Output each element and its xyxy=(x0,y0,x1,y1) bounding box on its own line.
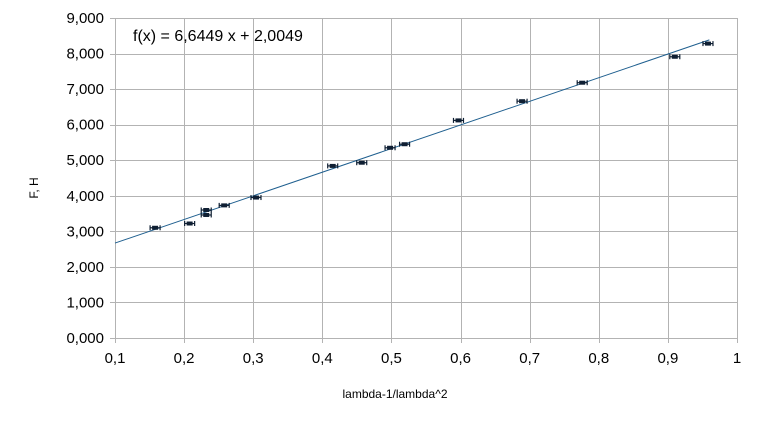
grid xyxy=(110,18,738,343)
data-point xyxy=(516,98,528,104)
y-tick-label: 4,000 xyxy=(66,188,104,205)
x-tick-label: 0,1 xyxy=(105,350,126,367)
y-tick-labels: 0,000 1,000 2,000 3,000 4,000 5,000 6,000 7,000… xyxy=(66,10,104,347)
data-point xyxy=(149,225,161,231)
y-tick-label: 2,000 xyxy=(66,259,104,276)
y-tick-label: 0,000 xyxy=(66,330,104,347)
data-point xyxy=(384,145,396,151)
trendline xyxy=(114,39,710,244)
y-tick-label: 1,000 xyxy=(66,294,104,311)
y-tick-label: 9,000 xyxy=(66,10,104,27)
x-tick-label: 1 xyxy=(733,350,741,367)
y-tick-label: 6,000 xyxy=(66,117,104,134)
data-point xyxy=(184,221,196,227)
y-tick-label: 7,000 xyxy=(66,81,104,98)
x-tick-label: 0,2 xyxy=(174,350,195,367)
y-tick-label: 5,000 xyxy=(66,152,104,169)
data-point xyxy=(218,202,230,208)
data-point xyxy=(398,141,411,147)
data-point xyxy=(452,117,465,123)
data-point xyxy=(327,163,339,169)
data-point xyxy=(200,212,212,218)
data-point xyxy=(200,207,212,213)
x-tick-label: 0,9 xyxy=(657,350,678,367)
data-point xyxy=(356,160,368,166)
x-tick-label: 0,5 xyxy=(381,350,402,367)
trendline-equation: f(x) = 6,6449 x + 2,0049 xyxy=(133,28,303,45)
x-tick-label: 0,7 xyxy=(519,350,540,367)
trendline-group xyxy=(114,39,710,244)
x-tick-label: 0,3 xyxy=(243,350,264,367)
x-tick-label: 0,6 xyxy=(450,350,471,367)
data-points xyxy=(149,41,714,231)
x-axis-title: lambda-1/lambda^2 xyxy=(342,387,447,401)
y-axis-title: F, H xyxy=(27,177,41,198)
x-tick-label: 0,8 xyxy=(588,350,609,367)
data-point xyxy=(576,80,588,86)
y-tick-label: 3,000 xyxy=(66,223,104,240)
x-tick-labels: 0,1 0,2 0,3 0,4 0,5 0,6 0,7 0,8 0,9 1 xyxy=(105,350,742,367)
data-point xyxy=(250,195,262,201)
y-tick-label: 8,000 xyxy=(66,46,104,63)
x-tick-label: 0,4 xyxy=(312,350,333,367)
data-point xyxy=(702,41,714,47)
data-point xyxy=(669,54,681,60)
